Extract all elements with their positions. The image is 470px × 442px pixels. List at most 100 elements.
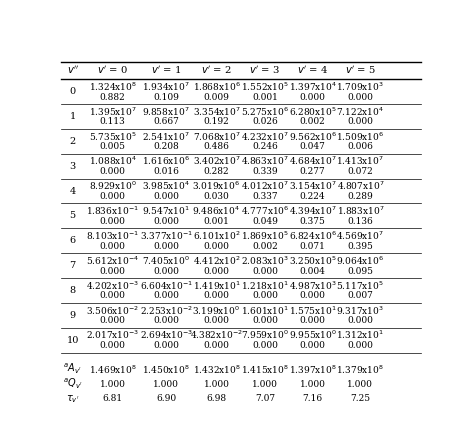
Text: 3.199x10$^0$: 3.199x10$^0$ [193,304,241,316]
Text: 1.432x10$^8$: 1.432x10$^8$ [193,363,240,376]
Text: 8: 8 [70,286,76,295]
Text: 0.000: 0.000 [204,291,229,301]
Text: 0.072: 0.072 [347,167,373,176]
Text: 3.402x10$^7$: 3.402x10$^7$ [193,155,241,168]
Text: 0.000: 0.000 [252,291,278,301]
Text: 1.575x10$^1$: 1.575x10$^1$ [289,304,337,316]
Text: 9.064x10$^6$: 9.064x10$^6$ [337,255,384,267]
Text: 7.122x10$^4$: 7.122x10$^4$ [337,105,384,118]
Text: 3: 3 [70,162,76,171]
Text: 10: 10 [66,335,79,345]
Text: 7.25: 7.25 [350,394,370,403]
Text: 1.000: 1.000 [347,380,373,389]
Text: 1.324x10$^8$: 1.324x10$^8$ [89,80,137,93]
Text: 0.000: 0.000 [204,316,229,325]
Text: 4.012x10$^7$: 4.012x10$^7$ [241,180,289,192]
Text: 4.232x10$^7$: 4.232x10$^7$ [241,130,289,143]
Text: $v'$ = 1: $v'$ = 1 [151,65,181,76]
Text: 5.117x10$^5$: 5.117x10$^5$ [337,279,384,292]
Text: 1.415x10$^8$: 1.415x10$^8$ [241,363,289,376]
Text: 1.450x10$^8$: 1.450x10$^8$ [142,363,190,376]
Text: 0.049: 0.049 [252,217,278,226]
Text: 6.98: 6.98 [206,394,227,403]
Text: 1.616x10$^6$: 1.616x10$^6$ [142,155,190,168]
Text: 0.000: 0.000 [300,341,326,350]
Text: 0.000: 0.000 [100,167,125,176]
Text: 7.068x10$^7$: 7.068x10$^7$ [193,130,241,143]
Text: 6.824x10$^6$: 6.824x10$^6$ [289,229,337,242]
Text: 0.007: 0.007 [347,291,373,301]
Text: 1.509x10$^6$: 1.509x10$^6$ [337,130,384,143]
Text: 0.000: 0.000 [252,316,278,325]
Text: 1.469x10$^8$: 1.469x10$^8$ [89,363,137,376]
Text: 1.000: 1.000 [300,380,326,389]
Text: 0: 0 [70,87,76,96]
Text: 0.000: 0.000 [153,291,179,301]
Text: 0.026: 0.026 [252,118,278,126]
Text: 1.413x10$^7$: 1.413x10$^7$ [337,155,384,168]
Text: 4.684x10$^7$: 4.684x10$^7$ [289,155,337,168]
Text: 0.000: 0.000 [300,316,326,325]
Text: 0.095: 0.095 [347,267,373,275]
Text: 4.382x10$^{-2}$: 4.382x10$^{-2}$ [190,329,243,341]
Text: 1.312x10$^1$: 1.312x10$^1$ [337,329,384,341]
Text: 6.81: 6.81 [102,394,123,403]
Text: 0.000: 0.000 [252,341,278,350]
Text: 0.000: 0.000 [204,267,229,275]
Text: 0.339: 0.339 [252,167,278,176]
Text: 0.882: 0.882 [100,93,125,102]
Text: 1.397x10$^8$: 1.397x10$^8$ [289,363,337,376]
Text: 0.006: 0.006 [347,142,373,151]
Text: 0.136: 0.136 [347,217,373,226]
Text: 1.709x10$^3$: 1.709x10$^3$ [337,80,384,93]
Text: 0.000: 0.000 [204,341,229,350]
Text: 0.002: 0.002 [300,118,326,126]
Text: 6.101x10$^2$: 6.101x10$^2$ [193,229,240,242]
Text: $v'$ = 5: $v'$ = 5 [345,65,376,76]
Text: 0.000: 0.000 [153,217,179,226]
Text: 8.103x10$^{-1}$: 8.103x10$^{-1}$ [86,229,139,242]
Text: 1.000: 1.000 [100,380,125,389]
Text: 6.280x10$^5$: 6.280x10$^5$ [289,105,337,118]
Text: 4.569x10$^7$: 4.569x10$^7$ [337,229,384,242]
Text: 0.016: 0.016 [153,167,179,176]
Text: 0.192: 0.192 [204,118,229,126]
Text: 4: 4 [70,187,76,195]
Text: 0.000: 0.000 [100,341,125,350]
Text: 0.000: 0.000 [100,217,125,226]
Text: 0.000: 0.000 [204,242,229,251]
Text: 0.000: 0.000 [100,291,125,301]
Text: $v''$: $v''$ [67,65,78,76]
Text: 0.113: 0.113 [100,118,125,126]
Text: 0.277: 0.277 [300,167,326,176]
Text: 2.541x10$^7$: 2.541x10$^7$ [142,130,190,143]
Text: 0.000: 0.000 [153,267,179,275]
Text: 1.000: 1.000 [153,380,179,389]
Text: 0.486: 0.486 [204,142,229,151]
Text: 5: 5 [70,211,76,221]
Text: 1.397x10$^4$: 1.397x10$^4$ [289,80,337,93]
Text: 1: 1 [70,112,76,121]
Text: 0.002: 0.002 [252,242,278,251]
Text: 0.001: 0.001 [252,93,278,102]
Text: 3.154x10$^7$: 3.154x10$^7$ [289,180,337,192]
Text: 5.735x10$^5$: 5.735x10$^5$ [89,130,137,143]
Text: 9.955x10$^0$: 9.955x10$^0$ [289,329,337,341]
Text: 0.208: 0.208 [153,142,179,151]
Text: 3.377x10$^{-1}$: 3.377x10$^{-1}$ [140,229,193,242]
Text: 2.694x10$^{-3}$: 2.694x10$^{-3}$ [140,329,193,341]
Text: 0.004: 0.004 [300,267,326,275]
Text: 1.869x10$^5$: 1.869x10$^5$ [241,229,289,242]
Text: $v'$ = 0: $v'$ = 0 [97,65,128,76]
Text: 6: 6 [70,236,76,245]
Text: $v'$ = 3: $v'$ = 3 [250,65,281,76]
Text: $\tau_{v'}$: $\tau_{v'}$ [66,393,79,404]
Text: $v'$ = 2: $v'$ = 2 [201,65,232,76]
Text: 1.000: 1.000 [204,380,229,389]
Text: 3.506x10$^{-2}$: 3.506x10$^{-2}$ [86,304,139,316]
Text: 0.000: 0.000 [347,93,373,102]
Text: 0.000: 0.000 [153,316,179,325]
Text: $^aQ_{v'}$: $^aQ_{v'}$ [63,377,83,391]
Text: 0.000: 0.000 [153,242,179,251]
Text: 1.601x10$^1$: 1.601x10$^1$ [241,304,289,316]
